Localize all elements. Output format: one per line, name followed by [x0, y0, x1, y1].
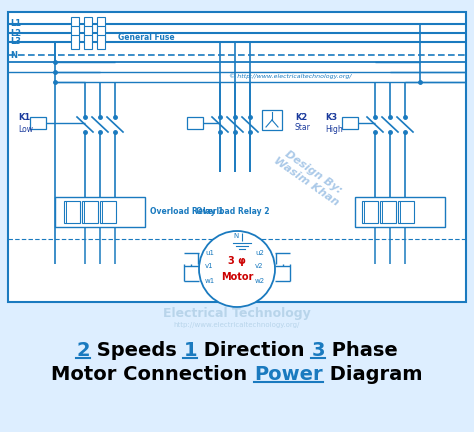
Text: 3 φ: 3 φ [228, 256, 246, 266]
Bar [380, 201, 396, 223]
Text: Overload Relay 2: Overload Relay 2 [197, 207, 270, 216]
Text: General Fuse: General Fuse [118, 32, 174, 41]
Text: K1: K1 [18, 112, 30, 121]
Bar [64, 201, 80, 223]
Text: Design By:
Wasim Khan: Design By: Wasim Khan [273, 146, 348, 208]
Text: Electrical Technology: Electrical Technology [163, 308, 311, 321]
Text: N: N [10, 51, 17, 60]
Bar [71, 35, 79, 49]
Text: Motor: Motor [221, 272, 253, 282]
Text: http://www.electricaltechnology.org/: http://www.electricaltechnology.org/ [174, 322, 300, 328]
Text: Star: Star [295, 124, 311, 133]
Bar [355, 197, 445, 227]
Bar [100, 201, 116, 223]
Circle shape [199, 231, 275, 307]
Bar [262, 110, 282, 130]
Text: 2: 2 [76, 340, 90, 359]
Text: L2: L2 [10, 29, 21, 38]
Text: Motor Connection: Motor Connection [52, 365, 255, 384]
Text: Overload Relay 1: Overload Relay 1 [150, 207, 224, 216]
Text: 1: 1 [183, 340, 197, 359]
Text: v2: v2 [255, 263, 264, 269]
Text: Power: Power [255, 365, 323, 384]
Text: © http://www.electricaltechnology.org/: © http://www.electricaltechnology.org/ [229, 73, 351, 79]
Bar [55, 197, 145, 227]
Text: K2: K2 [295, 112, 307, 121]
Bar [97, 26, 105, 40]
Bar [362, 201, 378, 223]
Bar [398, 201, 414, 223]
Text: L1: L1 [10, 19, 21, 29]
Text: N: N [233, 233, 238, 239]
Text: Diagram: Diagram [323, 365, 422, 384]
Bar [71, 26, 79, 40]
Bar [84, 26, 92, 40]
Bar [97, 35, 105, 49]
Text: w2: w2 [255, 278, 265, 284]
Bar [84, 35, 92, 49]
Bar [82, 201, 98, 223]
Text: Speeds: Speeds [90, 340, 183, 359]
Bar [71, 17, 79, 31]
Text: Low: Low [18, 124, 33, 133]
Text: High: High [325, 124, 343, 133]
Text: K3: K3 [325, 112, 337, 121]
Text: Phase: Phase [325, 340, 398, 359]
Text: 3: 3 [311, 340, 325, 359]
Bar [30, 117, 46, 129]
Bar [342, 117, 358, 129]
Text: L3: L3 [10, 38, 21, 47]
Bar [84, 17, 92, 31]
Bar [187, 117, 203, 129]
Text: Direction: Direction [197, 340, 311, 359]
Text: u2: u2 [255, 250, 264, 256]
Bar [97, 17, 105, 31]
Text: v1: v1 [205, 263, 214, 269]
Bar [8, 12, 466, 302]
Text: w1: w1 [205, 278, 215, 284]
Text: u1: u1 [205, 250, 214, 256]
